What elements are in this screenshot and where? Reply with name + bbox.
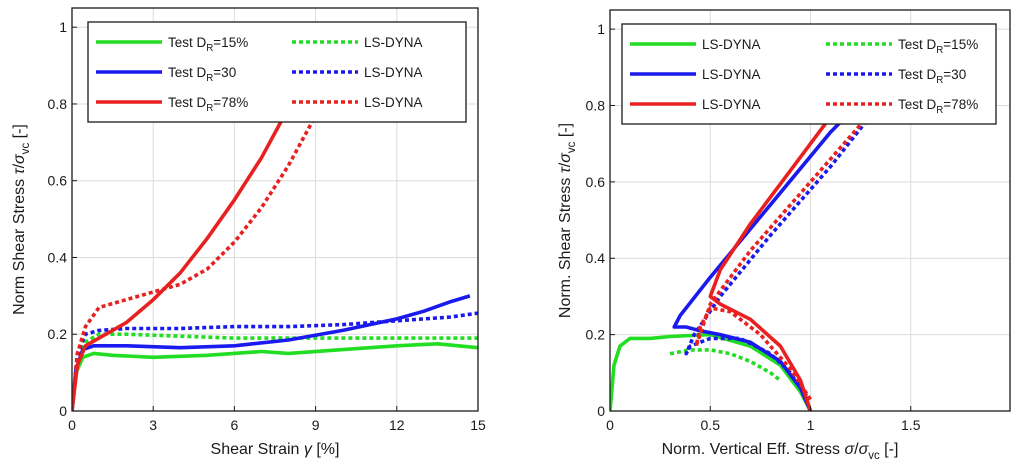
x-tick-label: 0.5 (701, 417, 721, 433)
x-tick-label: 6 (231, 417, 239, 433)
legend-label: LS-DYNA (364, 65, 423, 80)
series-line-2 (669, 348, 782, 382)
y-tick-label: 0.2 (586, 327, 606, 343)
series-line-2 (72, 332, 478, 411)
x-tick-label: 0 (606, 417, 614, 433)
chart-panel-2: 0 0.5 1 1.5 0 0.2 0.4 0.6 0.8 1 Norm. Vertical Eff… (557, 9, 1011, 462)
x-tick-label: 1 (807, 417, 815, 433)
series-line-1 (610, 332, 813, 411)
x-tick-label: 15 (470, 417, 486, 433)
x-tick-label: 3 (149, 417, 157, 433)
legend-label: LS-DYNA (702, 37, 761, 52)
y-axis-label: Norm. Shear Stress τ/σvc [-] (557, 123, 578, 318)
legend-label: Test DR=15% (898, 37, 978, 56)
y-tick-label: 0.6 (48, 173, 68, 189)
y-tick-label: 0.2 (48, 326, 68, 342)
x-axis-label: Shear Strain γ [%] (211, 441, 340, 458)
legend-label: LS-DYNA (364, 95, 423, 110)
y-tick-label: 0.4 (586, 250, 606, 266)
y-tick-label: 0.8 (48, 96, 68, 112)
legend-label: Test DR=78% (898, 97, 978, 116)
series-line-3 (672, 27, 933, 411)
legend-label: LS-DYNA (702, 97, 761, 112)
y-tick-label: 1 (597, 21, 605, 37)
legend-label: LS-DYNA (364, 35, 423, 50)
legend-label: LS-DYNA (702, 67, 761, 82)
legend-label: Test DR=15% (168, 35, 248, 54)
y-tick-label: 0.8 (586, 97, 606, 113)
legend: Test DR=15% Test DR=30 Test DR=78% LS-DYNA L… (87, 21, 467, 123)
x-tick-label: 0 (68, 417, 76, 433)
series-line-4 (72, 311, 478, 411)
legend: LS-DYNA LS-DYNA LS-DYNA Test DR=15% Test DR=… (621, 23, 997, 125)
legend-label: Test DR=30 (898, 67, 966, 86)
legend-label: Test DR=78% (168, 95, 248, 114)
x-axis-label: Norm. Vertical Eff. Stress σ/σvc [-] (662, 441, 899, 462)
y-tick-label: 0 (59, 403, 67, 419)
x-tick-label: 12 (389, 417, 405, 433)
y-tick-label: 0.4 (48, 249, 68, 265)
x-tick-label: 9 (312, 417, 320, 433)
series-line-4 (684, 31, 937, 397)
series-line-1 (72, 341, 478, 411)
y-axis-label: Norm Shear Stress τ/σvc [-] (11, 124, 32, 315)
x-tick-label: 1.5 (901, 417, 921, 433)
y-tick-label: 1 (59, 19, 67, 35)
y-tick-label: 0 (597, 403, 605, 419)
legend-label: Test DR=30 (168, 65, 236, 84)
plot-frame (71, 7, 479, 412)
y-tick-label: 0.6 (586, 174, 606, 190)
chart-panel-1: 0 3 6 9 12 15 0 0.2 0.4 0.6 0.8 1 Shear Strain γ [%]… (11, 7, 486, 458)
